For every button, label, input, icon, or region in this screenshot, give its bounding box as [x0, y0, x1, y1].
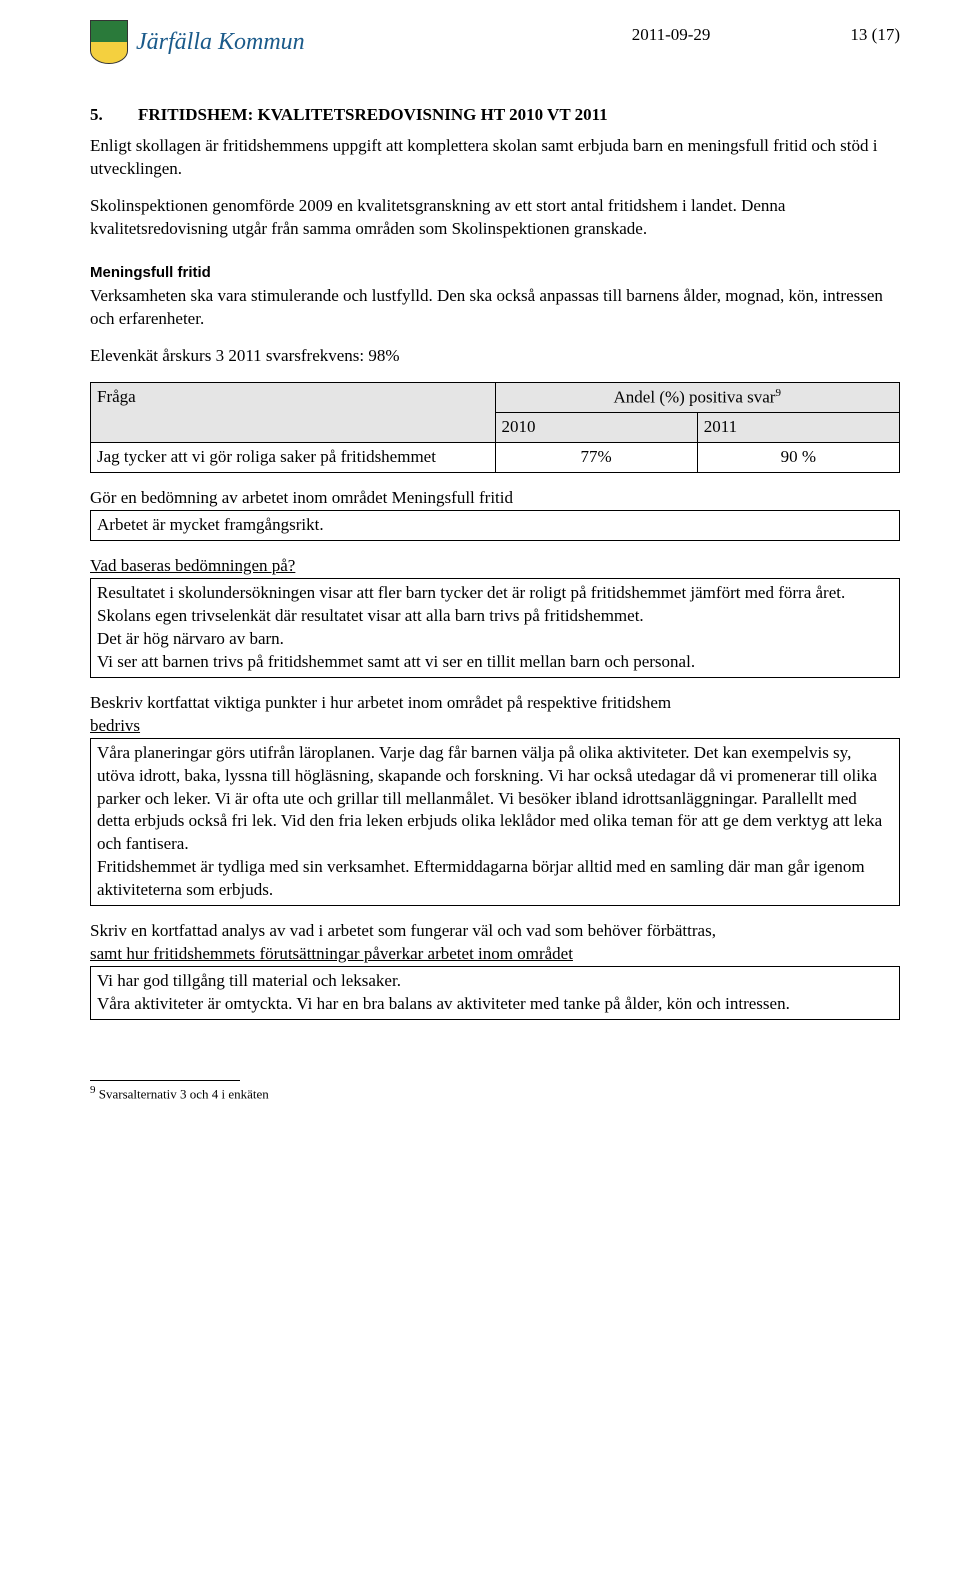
intro-paragraph-1: Enligt skollagen är fritidshemmens uppgi… — [90, 135, 900, 181]
section-number: 5. — [90, 104, 138, 127]
logo-shield-icon — [90, 20, 128, 64]
box-line: Vi har god tillgång till material och le… — [97, 970, 893, 993]
header-date: 2011-09-29 — [632, 20, 711, 47]
assessment-text: Arbetet är mycket framgångsrikt. — [97, 514, 893, 537]
analysis-label-line2: samt hur fritidshemmets förutsättningar … — [90, 944, 573, 963]
basis-label: Vad baseras bedömningen på? — [90, 555, 900, 578]
box-line: Våra planeringar görs utifrån läroplanen… — [97, 742, 893, 857]
page-header: Järfälla Kommun 2011-09-29 13 (17) — [90, 20, 900, 64]
footnote: 9 Svarsalternativ 3 och 4 i enkäten — [90, 1083, 900, 1103]
table-header-andel-text: Andel (%) positiva svar — [614, 387, 776, 406]
subsection-body: Verksamheten ska vara stimulerande och l… — [90, 285, 900, 331]
describe-box: Våra planeringar görs utifrån läroplanen… — [90, 738, 900, 907]
analysis-label-line1: Skriv en kortfattad analys av vad i arbe… — [90, 921, 716, 940]
footnote-text: Svarsalternativ 3 och 4 i enkäten — [96, 1086, 269, 1101]
describe-label-line1: Beskriv kortfattat viktiga punkter i hur… — [90, 693, 671, 712]
basis-box: Resultatet i skolundersökningen visar at… — [90, 578, 900, 678]
table-header-andel: Andel (%) positiva svar9 — [495, 382, 900, 413]
table-header-2011: 2011 — [697, 413, 899, 443]
logo: Järfälla Kommun — [90, 20, 305, 64]
table-header-fraga: Fråga — [91, 382, 496, 443]
assessment-label: Gör en bedömning av arbetet inom området… — [90, 487, 900, 510]
analysis-box: Vi har god tillgång till material och le… — [90, 966, 900, 1020]
box-line: Resultatet i skolundersökningen visar at… — [97, 582, 893, 628]
page: Järfälla Kommun 2011-09-29 13 (17) 5. FR… — [0, 0, 960, 1143]
survey-line: Elevenkät årskurs 3 2011 svarsfrekvens: … — [90, 345, 900, 368]
box-line: Det är hög närvaro av barn. — [97, 628, 893, 651]
table-row-2011: 90 % — [697, 443, 899, 473]
section-heading: FRITIDSHEM: KVALITETSREDOVISNING HT 2010… — [138, 104, 608, 127]
intro-paragraph-2: Skolinspektionen genomförde 2009 en kval… — [90, 195, 900, 241]
logo-text: Järfälla Kommun — [136, 26, 305, 58]
table-row-question: Jag tycker att vi gör roliga saker på fr… — [91, 443, 496, 473]
header-page-number: 13 (17) — [850, 20, 900, 47]
footnote-ref: 9 — [775, 387, 781, 399]
describe-label: Beskriv kortfattat viktiga punkter i hur… — [90, 692, 900, 738]
section-title: 5. FRITIDSHEM: KVALITETSREDOVISNING HT 2… — [90, 104, 900, 127]
describe-label-line2: bedrivs — [90, 716, 140, 735]
box-line: Våra aktiviteter är omtyckta. Vi har en … — [97, 993, 893, 1016]
table-row-2010: 77% — [495, 443, 697, 473]
box-line: Fritidshemmet är tydliga med sin verksam… — [97, 856, 893, 902]
analysis-label: Skriv en kortfattad analys av vad i arbe… — [90, 920, 900, 966]
assessment-box: Arbetet är mycket framgångsrikt. — [90, 510, 900, 541]
box-line: Vi ser att barnen trivs på fritidshemmet… — [97, 651, 893, 674]
subsection-heading: Meningsfull fritid — [90, 263, 900, 283]
survey-table: Fråga Andel (%) positiva svar9 2010 2011… — [90, 382, 900, 473]
footnote-rule — [90, 1080, 240, 1081]
table-header-2010: 2010 — [495, 413, 697, 443]
